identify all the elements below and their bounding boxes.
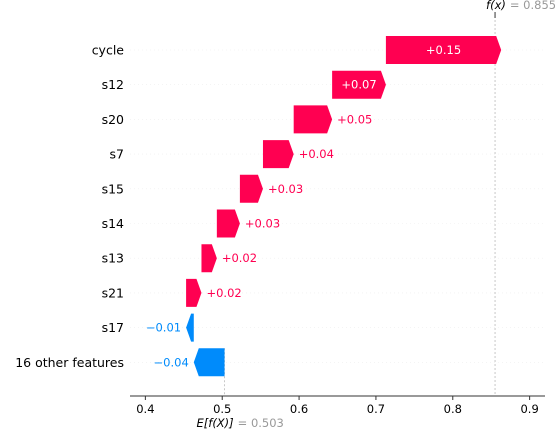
bar-s15 bbox=[239, 174, 263, 203]
bar-s7 bbox=[262, 140, 294, 169]
feature-label: s21 bbox=[102, 285, 124, 300]
feature-label: cycle bbox=[92, 43, 125, 58]
feature-label: s14 bbox=[102, 216, 124, 231]
bar-s12 bbox=[332, 70, 386, 99]
feature-label: s7 bbox=[110, 147, 124, 162]
axis-layer: 0.4 0.5 0.6 0.7 0.8 0.9 E[f(X)] = 0.503 f(x) = 0.… bbox=[130, 0, 556, 430]
x-tick-label: 0.7 bbox=[367, 402, 385, 416]
bar-value-label: +0.15 bbox=[426, 43, 461, 57]
base-value-text: = 0.503 bbox=[238, 416, 284, 430]
bar-value-label: +0.02 bbox=[222, 251, 257, 265]
final-value-label: f(x) bbox=[486, 0, 506, 12]
bar-value-label: +0.04 bbox=[299, 147, 334, 161]
x-tick-label: 0.5 bbox=[213, 402, 231, 416]
bar-value-label: −0.01 bbox=[146, 321, 181, 335]
final-value-text: = 0.855 bbox=[510, 0, 556, 12]
base-value-annotation: E[f(X)] = 0.503 bbox=[197, 416, 284, 430]
x-tick-label: 0.8 bbox=[444, 402, 462, 416]
bar-16-other-features bbox=[193, 348, 225, 377]
x-tick-label: 0.6 bbox=[290, 402, 308, 416]
feature-label: s17 bbox=[102, 320, 124, 335]
bar-value-label: +0.02 bbox=[206, 286, 241, 300]
final-value-annotation: f(x) = 0.855 bbox=[486, 0, 556, 12]
feature-label: s15 bbox=[102, 181, 124, 196]
bar-s17 bbox=[186, 313, 194, 342]
x-tick-label: 0.9 bbox=[520, 402, 538, 416]
feature-label: s12 bbox=[102, 77, 124, 92]
bars-layer bbox=[130, 16, 545, 396]
bar-s21 bbox=[186, 278, 202, 307]
bar-s14 bbox=[216, 209, 240, 238]
bar-s20 bbox=[293, 105, 333, 134]
feature-label: s20 bbox=[102, 112, 124, 127]
bar-s13 bbox=[201, 244, 217, 273]
feature-label: 16 other features bbox=[15, 355, 124, 370]
x-tick-label: 0.4 bbox=[136, 402, 154, 416]
labels-layer: +0.15 cycle +0.07 s12 +0.05 s20 +0.04 s7 +0.03 s1… bbox=[15, 43, 461, 370]
bar-value-label: +0.07 bbox=[341, 78, 376, 92]
bar-value-label: +0.03 bbox=[268, 182, 303, 196]
feature-label: s13 bbox=[102, 251, 124, 266]
bar-value-label: +0.03 bbox=[245, 217, 280, 231]
bar-cycle bbox=[385, 36, 502, 64]
bar-value-label: −0.04 bbox=[154, 355, 189, 369]
base-value-label: E[f(X)] bbox=[197, 416, 234, 430]
bar-value-label: +0.05 bbox=[337, 112, 372, 126]
